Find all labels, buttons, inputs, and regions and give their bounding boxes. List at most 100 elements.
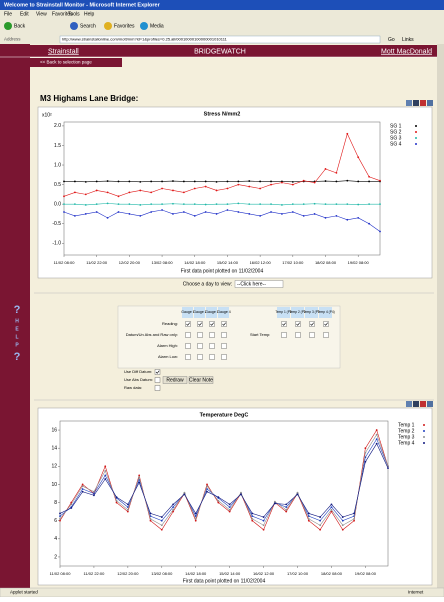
checkbox[interactable]	[185, 332, 191, 338]
checkbox[interactable]	[209, 321, 215, 327]
legend-label: SG 2	[390, 129, 402, 135]
address-field[interactable]	[59, 35, 381, 44]
column-header: Gauge 3	[205, 310, 218, 314]
checkbox[interactable]	[209, 332, 215, 338]
help-letter[interactable]: ?	[14, 304, 21, 316]
menu-item[interactable]: View	[36, 11, 47, 17]
data-point	[59, 517, 61, 520]
links[interactable]: Links	[402, 37, 414, 43]
checkbox[interactable]	[154, 369, 161, 375]
help-letter[interactable]: L	[15, 334, 18, 340]
data-point	[139, 180, 142, 183]
chart-tool-icon[interactable]	[406, 401, 412, 407]
column-header-bg	[319, 307, 332, 318]
button-label[interactable]: Clear Note	[189, 377, 213, 383]
chart-tool-icon[interactable]	[427, 401, 433, 407]
checkbox[interactable]	[323, 332, 329, 338]
checkbox[interactable]	[295, 332, 301, 338]
checkbox[interactable]	[154, 377, 161, 383]
toolbar-button[interactable]: Media	[150, 23, 164, 29]
data-point	[215, 180, 218, 183]
chart-tool-icon[interactable]	[420, 401, 426, 407]
checkbox[interactable]	[197, 343, 203, 349]
menu-item[interactable]: File	[4, 11, 12, 17]
checkbox[interactable]	[221, 354, 227, 360]
data-point	[84, 204, 87, 206]
data-point	[364, 451, 367, 454]
x-tick-label: 11/02 08:00	[54, 260, 76, 265]
data-point	[281, 181, 283, 184]
data-point	[291, 211, 294, 213]
column-header: Gauge 1	[181, 310, 194, 314]
checkbox[interactable]	[309, 321, 315, 327]
data-point	[126, 508, 129, 511]
nav-link[interactable]: Strainstall	[48, 48, 79, 55]
data-point	[106, 202, 109, 205]
chart-tool-icon[interactable]	[413, 401, 419, 407]
menu-item[interactable]: Edit	[20, 11, 29, 17]
data-point	[93, 492, 95, 495]
button-label[interactable]: Redraw	[166, 377, 184, 383]
x-tick-label: 17/02 10:00	[287, 571, 309, 576]
checkbox[interactable]	[323, 321, 329, 327]
day-select[interactable]	[234, 280, 284, 288]
data-point	[172, 508, 175, 511]
series-line	[59, 443, 389, 518]
data-point	[182, 180, 185, 183]
data-point	[217, 501, 220, 504]
checkbox[interactable]	[197, 354, 203, 360]
menu-item[interactable]: Tools	[68, 11, 80, 17]
checkbox[interactable]	[221, 332, 227, 338]
help-letter[interactable]: ?	[14, 351, 21, 363]
row-label: Reading:	[162, 321, 178, 326]
data-point	[104, 474, 107, 477]
data-point	[63, 180, 65, 183]
checkbox[interactable]	[281, 321, 287, 327]
data-point	[262, 516, 265, 518]
day-select-text[interactable]: --Click here--	[237, 281, 266, 287]
nav-link[interactable]: Mott MacDonald	[381, 48, 432, 55]
checkbox[interactable]	[185, 321, 191, 327]
data-point	[226, 180, 229, 183]
data-point	[259, 180, 262, 183]
toolbar-button[interactable]: Back	[14, 23, 26, 29]
checkbox[interactable]	[309, 332, 315, 338]
help-letter[interactable]: E	[15, 326, 19, 332]
checkbox[interactable]	[197, 321, 203, 327]
button[interactable]	[162, 376, 188, 384]
help-letter[interactable]: H	[15, 318, 19, 324]
data-point	[193, 203, 196, 206]
help-letter[interactable]: P	[15, 342, 19, 348]
checkbox[interactable]	[209, 354, 215, 360]
data-point	[81, 483, 84, 486]
column-header-bg	[206, 307, 217, 318]
data-point	[237, 202, 240, 205]
checkbox[interactable]	[295, 321, 301, 327]
checkbox[interactable]	[185, 354, 191, 360]
data-point	[379, 179, 381, 182]
data-point	[375, 429, 378, 431]
data-point	[341, 524, 344, 527]
checkbox[interactable]	[185, 343, 191, 349]
menu-item[interactable]: Help	[84, 11, 95, 17]
toolbar-button[interactable]: Search	[80, 23, 96, 29]
data-point	[193, 187, 196, 190]
checkbox[interactable]	[221, 343, 227, 349]
toolbar-button[interactable]: Favorites	[114, 23, 135, 29]
menu-item[interactable]: Favorites	[52, 11, 73, 17]
checkbox[interactable]	[221, 321, 227, 327]
button[interactable]	[188, 376, 214, 384]
back-link[interactable]: << Back to selection page	[40, 60, 92, 65]
checkbox[interactable]	[197, 332, 203, 338]
chart-tool-icon[interactable]	[413, 100, 419, 106]
checkbox[interactable]	[209, 343, 215, 349]
chart-tool-icon[interactable]	[406, 100, 412, 106]
go-button[interactable]: Go	[388, 37, 395, 43]
chart-tool-icon[interactable]	[420, 100, 426, 106]
checkbox[interactable]	[281, 332, 287, 338]
data-point	[375, 438, 378, 441]
chart-tool-icon[interactable]	[427, 100, 433, 106]
checkbox[interactable]	[154, 385, 161, 391]
y-tick-label: 2	[54, 554, 57, 560]
data-point	[368, 203, 371, 206]
